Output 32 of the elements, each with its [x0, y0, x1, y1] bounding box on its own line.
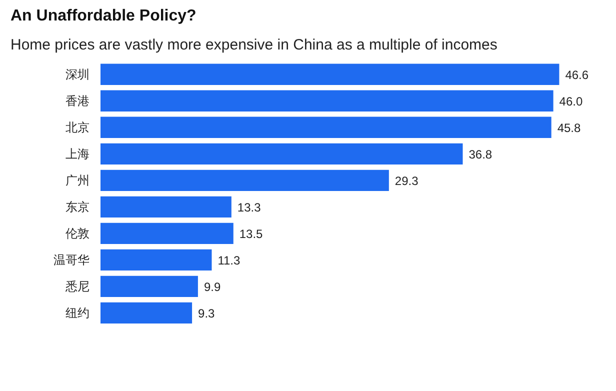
- y-tick-label: 深圳: [66, 67, 90, 82]
- bar: [100, 249, 212, 271]
- y-tick-label: 广州: [66, 173, 90, 188]
- data-label: 11.3: [218, 253, 241, 268]
- data-label: 9.9: [204, 280, 221, 294]
- bar: [100, 222, 234, 244]
- data-label: 29.3: [394, 174, 419, 188]
- bar: [100, 170, 389, 192]
- data-label: 46.6: [565, 68, 589, 82]
- bar: [100, 302, 192, 324]
- bar: [100, 276, 198, 298]
- bar: [100, 90, 554, 112]
- data-label: 45.8: [557, 120, 582, 135]
- bar: [100, 143, 463, 165]
- y-tick-label: 温哥华: [54, 252, 90, 267]
- data-label: 13.5: [239, 226, 264, 241]
- y-tick-label: 伦敦: [66, 226, 90, 240]
- y-tick-label: 东京: [66, 200, 90, 214]
- y-tick-label: 上海: [66, 146, 90, 161]
- y-tick-label: 北京: [66, 120, 90, 134]
- data-label: 46.0: [559, 94, 583, 108]
- y-tick-label: 悉尼: [64, 279, 90, 294]
- y-tick-label: 香港: [66, 94, 90, 108]
- chart-title: An Unaffordable Policy?: [10, 8, 196, 24]
- bar: [100, 64, 560, 86]
- chart-subtitle: Home prices are vastly more expensive in China as a multiple of incomes: [10, 36, 498, 54]
- bar: [100, 196, 232, 218]
- data-label: 36.8: [468, 147, 492, 162]
- data-label: 9.3: [198, 306, 216, 320]
- data-label: 13.3: [237, 200, 262, 214]
- bar: [100, 116, 552, 138]
- y-tick-label: 纽约: [66, 306, 90, 320]
